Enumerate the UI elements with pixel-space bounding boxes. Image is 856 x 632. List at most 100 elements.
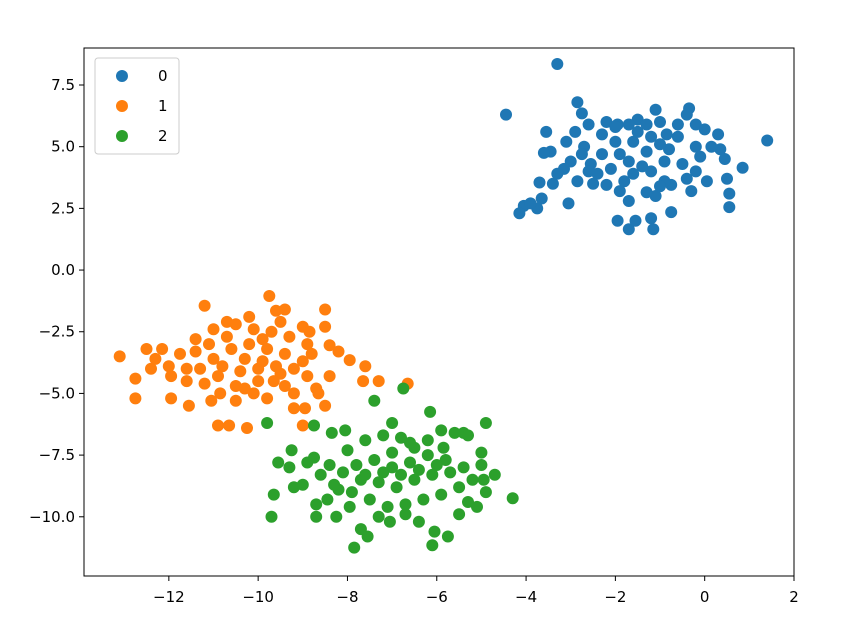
point-series-2-4 bbox=[285, 444, 298, 457]
point-series-0-23 bbox=[721, 172, 733, 185]
point-series-2-21 bbox=[383, 515, 396, 528]
point-series-2-81 bbox=[343, 500, 356, 513]
point-series-1-18 bbox=[229, 318, 242, 331]
point-series-2-26 bbox=[441, 530, 454, 543]
x-tick-label: −2 bbox=[604, 588, 626, 606]
point-series-1-51 bbox=[261, 343, 274, 355]
point-series-2-51 bbox=[399, 498, 412, 511]
point-series-0-85 bbox=[660, 128, 673, 141]
point-series-1-3 bbox=[140, 343, 153, 355]
legend: 0 1 2 bbox=[94, 57, 180, 155]
point-series-2-34 bbox=[506, 492, 519, 505]
point-series-0-43 bbox=[533, 176, 546, 189]
point-series-1-32 bbox=[343, 354, 356, 367]
point-series-0-44 bbox=[546, 177, 559, 190]
point-series-2-53 bbox=[435, 488, 448, 501]
point-series-1-23 bbox=[270, 304, 282, 317]
point-series-0-18 bbox=[689, 118, 702, 131]
point-series-1-49 bbox=[225, 343, 238, 355]
point-series-1-33 bbox=[357, 375, 370, 388]
point-series-1-60 bbox=[256, 355, 269, 368]
point-series-0-47 bbox=[587, 177, 600, 190]
legend-marker-2 bbox=[116, 130, 128, 142]
point-series-1-11 bbox=[198, 299, 211, 312]
point-series-0-69 bbox=[609, 135, 622, 148]
point-series-1-27 bbox=[319, 303, 332, 316]
point-series-0-26 bbox=[736, 161, 749, 174]
point-series-1-31 bbox=[332, 345, 345, 358]
point-series-2-2 bbox=[267, 488, 280, 501]
point-series-0-25 bbox=[723, 201, 736, 214]
point-series-1-43 bbox=[261, 392, 274, 405]
point-series-0-4 bbox=[649, 103, 662, 116]
point-series-0-10 bbox=[560, 135, 573, 148]
legend-label-0: 0 bbox=[158, 67, 168, 85]
point-series-0-7 bbox=[540, 125, 553, 138]
point-series-2-6 bbox=[296, 478, 309, 491]
point-series-0-22 bbox=[718, 153, 731, 165]
point-series-1-61 bbox=[270, 360, 282, 373]
point-series-2-42 bbox=[377, 429, 390, 442]
point-series-1-26 bbox=[303, 325, 316, 338]
point-series-2-33 bbox=[488, 468, 501, 481]
point-series-2-36 bbox=[462, 429, 474, 442]
point-series-1-2 bbox=[129, 392, 142, 405]
point-series-1-14 bbox=[205, 394, 218, 407]
point-series-1-54 bbox=[301, 370, 314, 383]
point-series-2-18 bbox=[368, 394, 381, 407]
point-series-2-82 bbox=[462, 496, 474, 508]
point-series-1-44 bbox=[247, 387, 260, 400]
point-series-1-82 bbox=[274, 315, 287, 328]
point-series-1-7 bbox=[165, 392, 178, 405]
y-tick-label: 5.0 bbox=[51, 138, 75, 156]
point-series-2-46 bbox=[314, 468, 327, 481]
point-series-2-58 bbox=[421, 449, 434, 462]
point-series-1-1 bbox=[129, 372, 142, 385]
point-series-0-27 bbox=[761, 134, 774, 147]
point-series-1-12 bbox=[207, 323, 220, 336]
point-series-2-35 bbox=[475, 446, 488, 459]
point-series-2-45 bbox=[323, 459, 336, 471]
point-series-2-38 bbox=[435, 424, 448, 437]
point-series-1-10 bbox=[189, 345, 202, 358]
point-series-0-39 bbox=[535, 192, 548, 205]
point-series-0-80 bbox=[654, 180, 666, 193]
point-series-0-86 bbox=[575, 148, 588, 161]
point-series-1-81 bbox=[214, 387, 227, 400]
plot-frame bbox=[83, 47, 795, 577]
point-series-1-75 bbox=[310, 382, 323, 395]
point-series-2-29 bbox=[471, 500, 483, 513]
legend-marker-0 bbox=[116, 70, 128, 82]
point-series-2-73 bbox=[377, 466, 390, 479]
point-series-2-32 bbox=[479, 486, 492, 499]
point-series-1-52 bbox=[278, 347, 291, 360]
point-series-1-78 bbox=[238, 382, 251, 395]
point-series-2-19 bbox=[386, 417, 399, 429]
point-series-0-48 bbox=[613, 185, 626, 198]
point-series-1-8 bbox=[180, 375, 193, 388]
point-series-1-74 bbox=[267, 375, 280, 388]
point-series-0-13 bbox=[600, 116, 613, 128]
point-series-0-19 bbox=[698, 123, 711, 136]
point-series-0-29 bbox=[685, 185, 698, 198]
x-tick-label: −8 bbox=[336, 588, 358, 606]
point-series-0-45 bbox=[571, 175, 584, 188]
y-tick-label: −2.5 bbox=[39, 323, 75, 341]
point-series-1-57 bbox=[234, 365, 247, 378]
point-series-0-30 bbox=[665, 206, 678, 219]
point-series-1-29 bbox=[323, 339, 336, 352]
x-tick-label: −4 bbox=[515, 588, 537, 606]
point-series-2-23 bbox=[424, 405, 437, 418]
point-series-2-43 bbox=[359, 434, 372, 447]
point-series-1-30 bbox=[323, 370, 336, 383]
point-series-2-1 bbox=[272, 456, 285, 469]
point-series-1-67 bbox=[220, 330, 233, 343]
point-series-0-50 bbox=[640, 186, 653, 199]
point-series-1-24 bbox=[278, 303, 291, 316]
point-series-0-67 bbox=[640, 145, 653, 158]
point-series-0-63 bbox=[604, 162, 617, 175]
point-series-2-12 bbox=[339, 424, 352, 437]
point-series-1-50 bbox=[243, 338, 256, 351]
point-series-1-17 bbox=[223, 419, 236, 432]
